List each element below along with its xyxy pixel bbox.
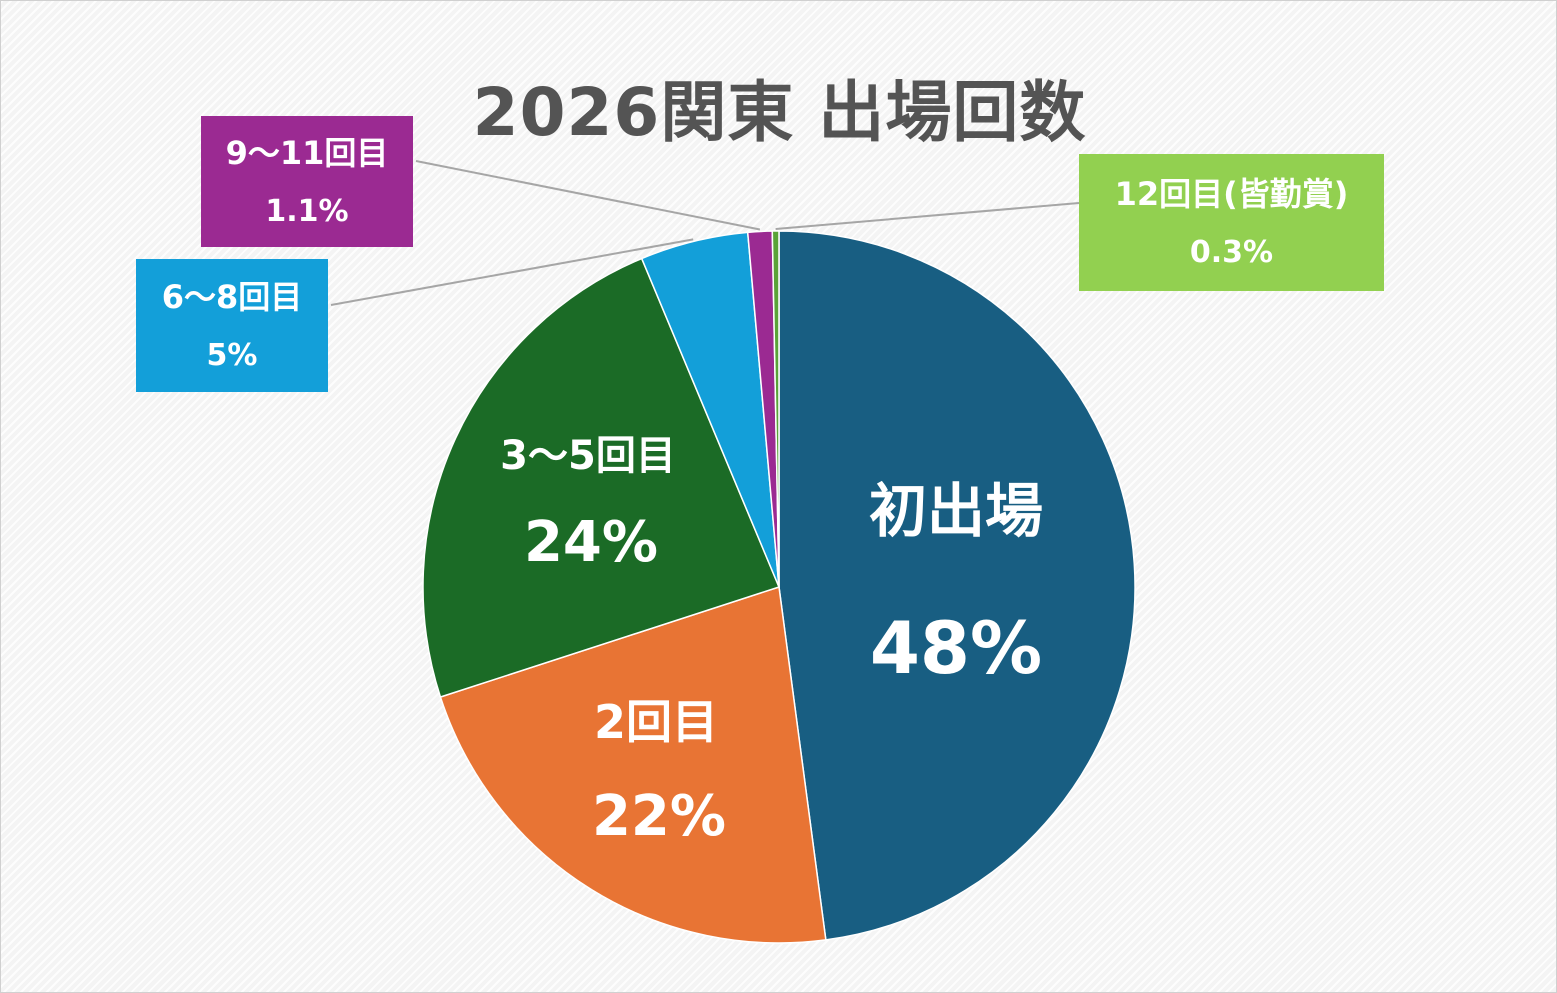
slice-label-6-8: 6〜8回目 xyxy=(161,277,303,316)
leader-line-12 xyxy=(775,202,1080,230)
callout-12: 12回目(皆勤賞) 0.3% xyxy=(1079,154,1384,291)
callout-9-11: 9〜11回目 1.1% xyxy=(201,116,413,247)
chart-title: 2026関東 出場回数 xyxy=(472,74,1087,151)
callout-6-8: 6〜8回目 5% xyxy=(136,259,328,392)
slice-value-first: 48% xyxy=(870,606,1042,690)
pie-slice-2 xyxy=(439,586,827,944)
slice-label-12: 12回目(皆勤賞) xyxy=(1114,174,1349,213)
pie-slice-first xyxy=(778,230,1136,941)
slice-value-3-5: 24% xyxy=(524,510,658,575)
pie-slice-12 xyxy=(771,230,780,588)
leader-line-9-11 xyxy=(415,160,761,231)
slice-value-2: 22% xyxy=(592,784,726,849)
pie-slice-3-5 xyxy=(422,257,781,698)
slice-value-12: 0.3% xyxy=(1189,234,1274,270)
slice-value-9-11: 1.1% xyxy=(265,193,349,229)
slice-label-first: 初出場 xyxy=(869,477,1043,545)
slice-label-3-5: 3〜5回目 xyxy=(500,433,676,479)
leader-line-6-8 xyxy=(330,238,694,306)
slice-label-2: 2回目 xyxy=(594,695,718,749)
slice-value-6-8: 5% xyxy=(206,337,258,373)
slice-label-9-11: 9〜11回目 xyxy=(225,133,389,172)
